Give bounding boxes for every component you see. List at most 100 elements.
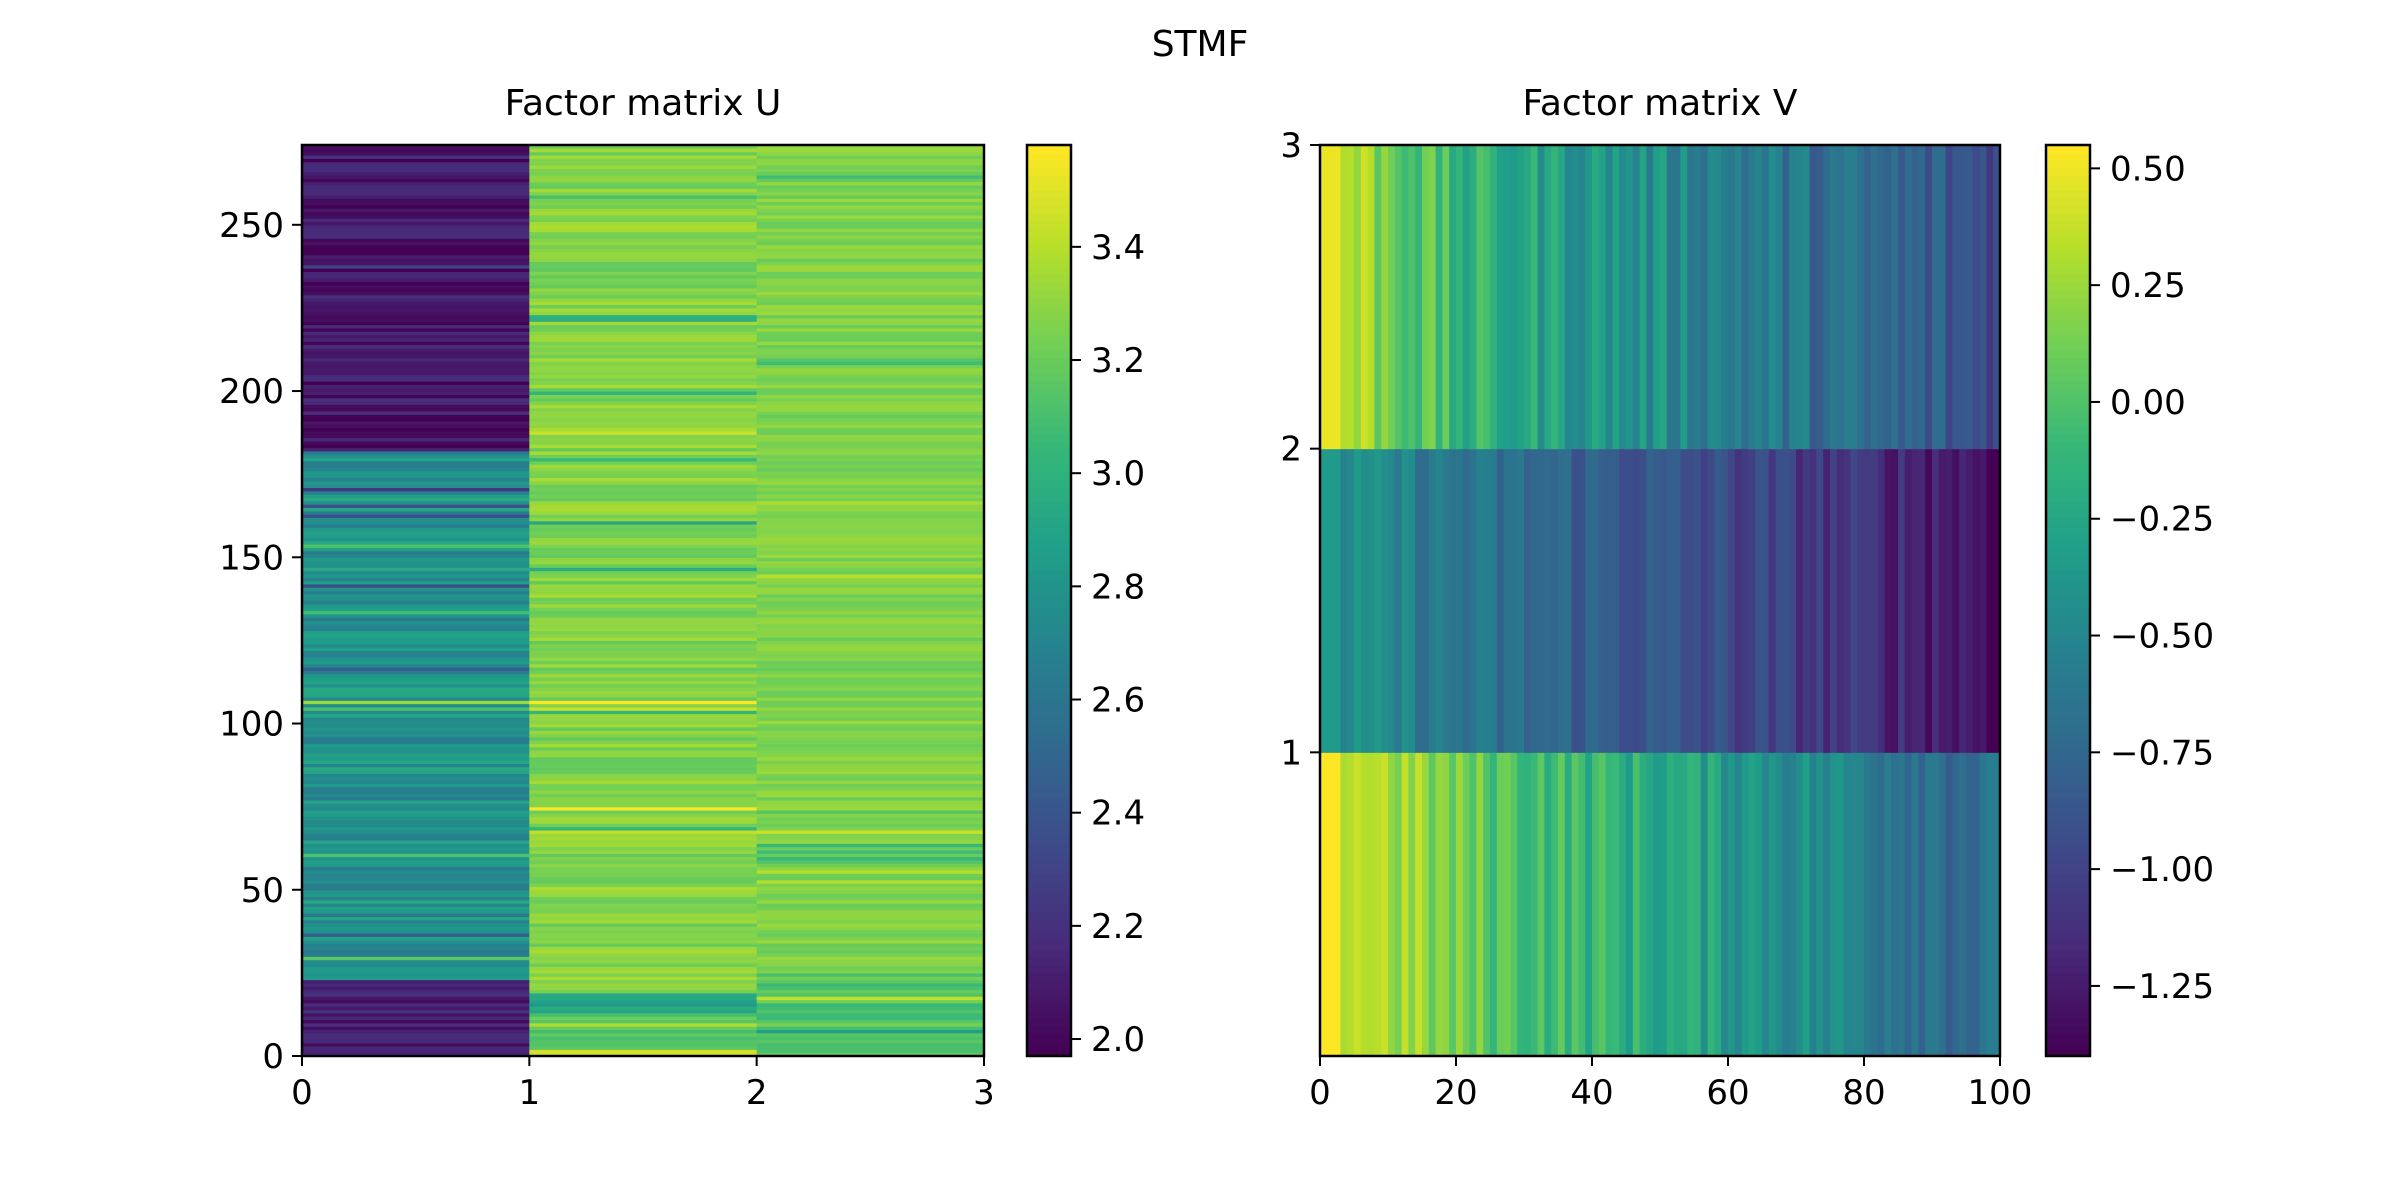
heatmap-cell bbox=[302, 766, 530, 771]
colorbar-segment bbox=[1027, 441, 1071, 450]
factor-matrix-v-x-axis: 0 20 40 60 80 100 bbox=[1309, 1056, 2032, 1113]
heatmap-cell bbox=[529, 906, 758, 911]
heatmap-cell bbox=[529, 653, 758, 658]
heatmap-cell bbox=[529, 859, 758, 864]
heatmap-cell bbox=[1884, 752, 1892, 1057]
heatmap-cell bbox=[529, 537, 758, 542]
heatmap-cell bbox=[302, 304, 530, 309]
heatmap-cell bbox=[1360, 448, 1369, 753]
heatmap-cell bbox=[1401, 448, 1409, 753]
heatmap-cell bbox=[756, 1002, 985, 1007]
heatmap-cell bbox=[302, 540, 530, 545]
heatmap-cell bbox=[302, 982, 530, 987]
colorbar-segment bbox=[2046, 684, 2090, 693]
heatmap-cell bbox=[756, 926, 985, 931]
heatmap-cell bbox=[756, 756, 985, 761]
heatmap-cell bbox=[756, 337, 985, 342]
heatmap-cell bbox=[1809, 145, 1817, 450]
heatmap-cell bbox=[1748, 752, 1756, 1057]
heatmap-cell bbox=[302, 464, 530, 469]
heatmap-cell bbox=[1843, 145, 1851, 450]
colorbar-segment bbox=[2046, 266, 2090, 275]
colorbar-segment bbox=[2046, 873, 2090, 882]
heatmap-cell bbox=[1952, 145, 1960, 450]
heatmap-cell bbox=[529, 666, 758, 671]
heatmap-cell bbox=[529, 394, 758, 399]
heatmap-cell bbox=[529, 570, 758, 575]
heatmap-cell bbox=[302, 251, 530, 256]
heatmap-cell bbox=[1904, 145, 1913, 450]
heatmap-cell bbox=[756, 454, 985, 459]
heatmap-cell bbox=[529, 271, 758, 276]
heatmap-cell bbox=[1945, 145, 1953, 450]
heatmap-cell bbox=[756, 500, 985, 505]
heatmap-cell bbox=[1524, 752, 1532, 1057]
colorbar-segment bbox=[2046, 380, 2090, 389]
heatmap-cell bbox=[302, 297, 530, 302]
heatmap-cell bbox=[1932, 752, 1940, 1057]
heatmap-cell bbox=[1823, 145, 1831, 450]
heatmap-cell bbox=[1904, 448, 1913, 753]
heatmap-cell bbox=[756, 524, 985, 528]
heatmap-cell bbox=[302, 796, 530, 801]
heatmap-cell bbox=[529, 357, 758, 362]
heatmap-cell bbox=[302, 520, 530, 525]
heatmap-cell bbox=[1836, 752, 1845, 1057]
heatmap-cell bbox=[1524, 145, 1532, 450]
heatmap-cell bbox=[1388, 448, 1396, 753]
heatmap-cell bbox=[756, 494, 985, 499]
heatmap-cell bbox=[1415, 448, 1423, 753]
heatmap-cell bbox=[529, 404, 758, 409]
heatmap-cell bbox=[529, 560, 758, 565]
heatmap-cell bbox=[1741, 145, 1749, 450]
colorbar-segment bbox=[2046, 934, 2090, 943]
heatmap-cell bbox=[756, 514, 985, 518]
colorbar-tick-label: 0.50 bbox=[2110, 149, 2186, 189]
heatmap-cell bbox=[529, 936, 758, 941]
colorbar-segment bbox=[1027, 524, 1071, 533]
heatmap-cell bbox=[1476, 145, 1484, 450]
heatmap-cell bbox=[529, 799, 758, 804]
heatmap-cell bbox=[529, 454, 758, 459]
heatmap-cell bbox=[756, 726, 985, 731]
heatmap-cell bbox=[1612, 145, 1620, 450]
heatmap-cell bbox=[529, 663, 758, 668]
heatmap-cell bbox=[302, 986, 530, 991]
heatmap-cell bbox=[756, 430, 985, 435]
heatmap-cell bbox=[529, 650, 758, 655]
heatmap-cell bbox=[529, 164, 758, 169]
heatmap-cell bbox=[302, 1039, 530, 1044]
colorbar-tick-label: 3.2 bbox=[1091, 341, 1145, 381]
heatmap-cell bbox=[1748, 145, 1756, 450]
colorbar-segment bbox=[2046, 828, 2090, 837]
colorbar-segment bbox=[2046, 866, 2090, 875]
colorbar-segment bbox=[1027, 630, 1071, 640]
heatmap-cell bbox=[302, 869, 530, 874]
heatmap-cell bbox=[756, 211, 985, 216]
heatmap-cell bbox=[1700, 752, 1709, 1057]
colorbar-segment bbox=[1027, 479, 1071, 488]
heatmap-cell bbox=[1632, 752, 1641, 1057]
colorbar-segment bbox=[1027, 729, 1071, 738]
heatmap-cell bbox=[302, 567, 530, 572]
heatmap-cell bbox=[302, 736, 530, 741]
heatmap-cell bbox=[302, 427, 530, 432]
heatmap-cell bbox=[1762, 752, 1770, 1057]
heatmap-cell bbox=[1850, 448, 1858, 753]
heatmap-cell bbox=[1490, 752, 1498, 1057]
colorbar-segment bbox=[1027, 274, 1071, 283]
colorbar-segment bbox=[1027, 888, 1071, 898]
heatmap-cell bbox=[529, 896, 758, 901]
colorbar-segment bbox=[1027, 706, 1071, 715]
heatmap-cell bbox=[756, 799, 985, 804]
heatmap-cell bbox=[302, 899, 530, 904]
heatmap-cell bbox=[302, 1042, 530, 1047]
heatmap-cell bbox=[529, 956, 758, 961]
colorbar-segment bbox=[2046, 600, 2090, 609]
colorbar-tick-label: −0.75 bbox=[2110, 733, 2214, 773]
heatmap-cell bbox=[756, 201, 985, 206]
factor-matrix-u-x-axis: 0 1 2 3 bbox=[291, 1056, 995, 1113]
heatmap-cell bbox=[1517, 752, 1525, 1057]
heatmap-cell bbox=[1687, 145, 1695, 450]
heatmap-cell bbox=[756, 228, 985, 233]
